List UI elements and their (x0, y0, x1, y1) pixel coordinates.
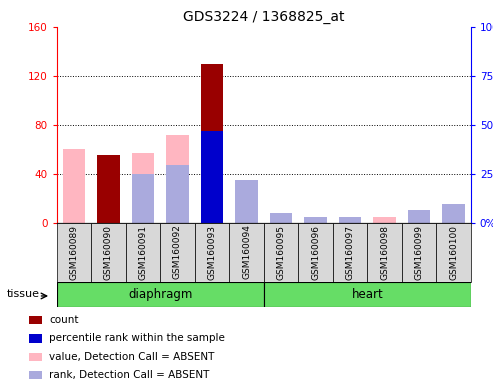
Bar (402, 223, 436, 282)
Bar (442, 204, 465, 223)
Bar (201, 64, 223, 223)
Text: GSM160090: GSM160090 (104, 225, 113, 280)
Bar (29, 334, 42, 343)
Bar (97, 156, 120, 223)
Text: GSM160094: GSM160094 (242, 225, 251, 280)
Text: count: count (49, 315, 79, 325)
Bar (166, 165, 189, 223)
Bar (160, 223, 195, 282)
Text: percentile rank within the sample: percentile rank within the sample (49, 333, 225, 343)
Bar (264, 223, 298, 282)
Text: diaphragm: diaphragm (128, 288, 192, 301)
Text: GSM160092: GSM160092 (173, 225, 182, 280)
Title: GDS3224 / 1368825_at: GDS3224 / 1368825_at (183, 10, 345, 25)
Bar (408, 210, 430, 223)
Text: GSM160091: GSM160091 (139, 225, 147, 280)
Text: GSM160097: GSM160097 (346, 225, 354, 280)
Bar (367, 223, 402, 282)
Text: GSM160095: GSM160095 (277, 225, 285, 280)
Bar (333, 223, 367, 282)
Text: GSM160089: GSM160089 (70, 225, 78, 280)
Bar (229, 223, 264, 282)
Text: tissue: tissue (7, 289, 40, 299)
Bar (126, 223, 160, 282)
Bar (132, 174, 154, 223)
Text: GSM160096: GSM160096 (311, 225, 320, 280)
Bar (373, 217, 396, 223)
Bar (29, 353, 42, 361)
Bar (91, 223, 126, 282)
Bar (29, 371, 42, 379)
Text: rank, Detection Call = ABSENT: rank, Detection Call = ABSENT (49, 370, 210, 380)
Text: GSM160098: GSM160098 (380, 225, 389, 280)
Bar (270, 213, 292, 223)
Bar (97, 174, 120, 223)
Text: GSM160093: GSM160093 (208, 225, 216, 280)
Bar (201, 131, 223, 223)
Bar (436, 223, 471, 282)
Bar (63, 149, 85, 223)
Bar (304, 217, 327, 223)
Bar (132, 153, 154, 223)
Text: GSM160100: GSM160100 (449, 225, 458, 280)
Text: value, Detection Call = ABSENT: value, Detection Call = ABSENT (49, 352, 215, 362)
Bar (339, 217, 361, 223)
Bar (195, 223, 229, 282)
Bar (57, 223, 91, 282)
Bar (166, 135, 189, 223)
Text: GSM160099: GSM160099 (415, 225, 423, 280)
Bar (57, 282, 264, 307)
Bar (29, 316, 42, 324)
Bar (264, 282, 471, 307)
Bar (235, 180, 258, 223)
Bar (298, 223, 333, 282)
Text: heart: heart (352, 288, 383, 301)
